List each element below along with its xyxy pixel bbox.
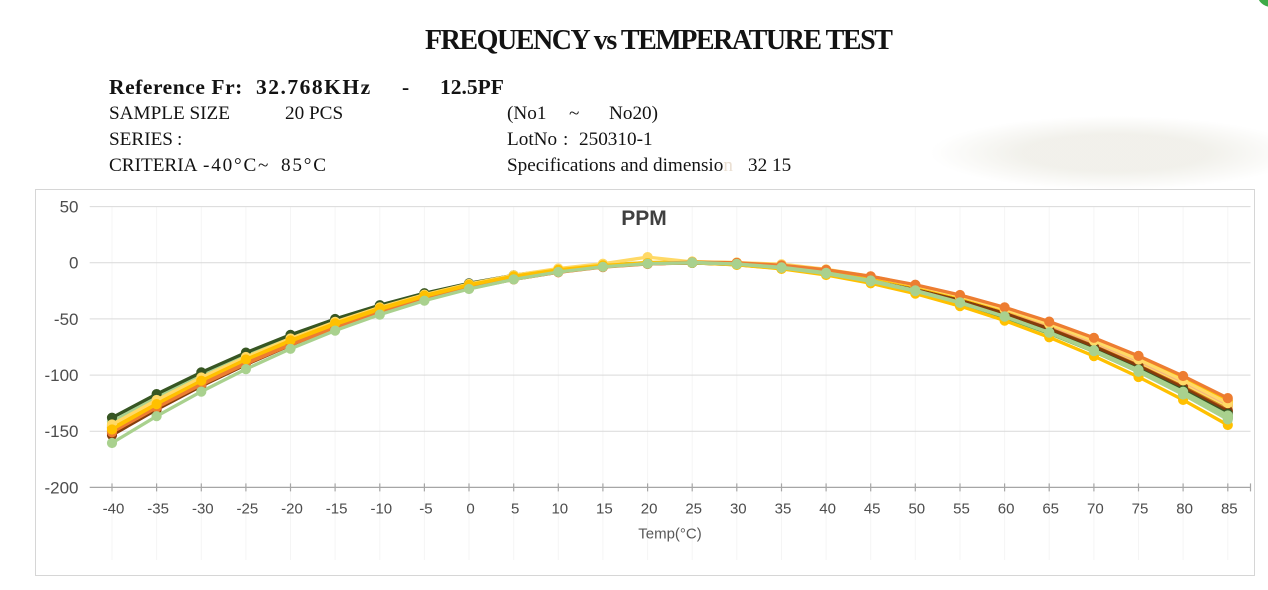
- svg-text:15: 15: [596, 501, 613, 518]
- svg-text:-150: -150: [44, 422, 78, 441]
- svg-text:70: 70: [1087, 501, 1104, 518]
- svg-text:5: 5: [511, 501, 519, 518]
- svg-text:Temp(°C): Temp(°C): [638, 526, 702, 543]
- svg-text:-40: -40: [103, 501, 125, 518]
- svg-text:10: 10: [551, 501, 568, 518]
- svg-text:30: 30: [730, 501, 747, 518]
- svg-text:-15: -15: [326, 501, 348, 518]
- svg-text:50: 50: [908, 501, 925, 518]
- svg-text:45: 45: [864, 501, 881, 518]
- svg-text:0: 0: [69, 254, 78, 273]
- svg-text:-50: -50: [54, 310, 79, 329]
- svg-text:25: 25: [685, 501, 702, 518]
- svg-text:-10: -10: [370, 501, 392, 518]
- svg-text:-200: -200: [44, 478, 78, 497]
- svg-text:80: 80: [1176, 501, 1193, 518]
- svg-text:0: 0: [466, 501, 474, 518]
- svg-text:65: 65: [1042, 501, 1059, 518]
- svg-text:-100: -100: [44, 366, 78, 385]
- svg-text:75: 75: [1132, 501, 1149, 518]
- svg-text:PPM: PPM: [621, 207, 667, 230]
- svg-text:40: 40: [819, 501, 836, 518]
- svg-text:35: 35: [775, 501, 792, 518]
- svg-text:20: 20: [641, 501, 658, 518]
- svg-text:60: 60: [998, 501, 1015, 518]
- svg-text:50: 50: [60, 198, 79, 217]
- svg-text:-35: -35: [147, 501, 169, 518]
- svg-text:55: 55: [953, 501, 970, 518]
- svg-text:-5: -5: [419, 501, 432, 518]
- svg-text:-25: -25: [237, 501, 259, 518]
- svg-text:-20: -20: [281, 501, 303, 518]
- svg-text:85: 85: [1221, 501, 1238, 518]
- svg-text:-30: -30: [192, 501, 214, 518]
